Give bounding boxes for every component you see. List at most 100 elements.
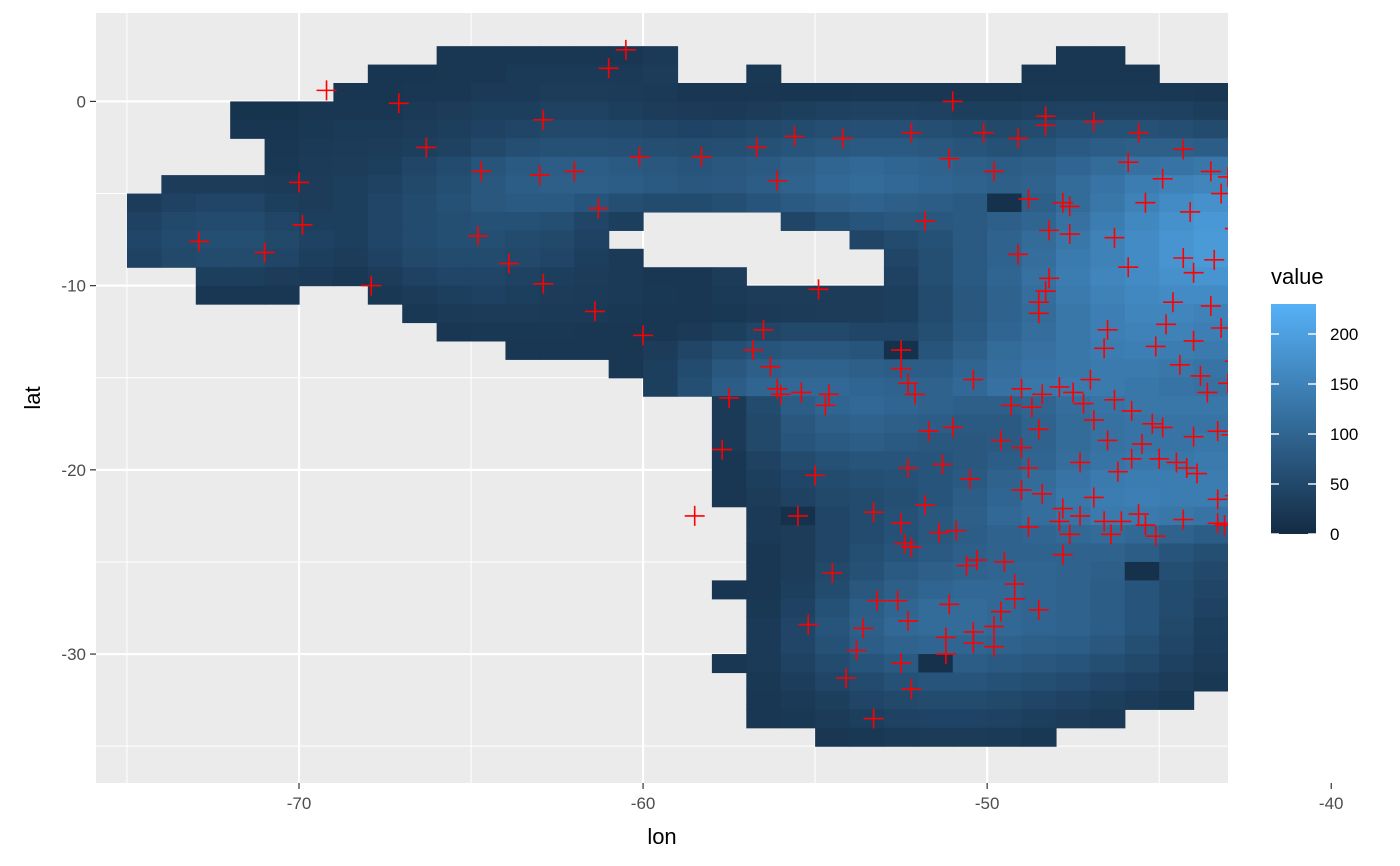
raster-cell <box>849 561 885 581</box>
raster-cell <box>471 119 507 139</box>
raster-cell <box>1159 101 1195 121</box>
point-marker <box>1180 201 1201 222</box>
point-marker <box>928 522 949 543</box>
point-marker <box>564 161 585 182</box>
raster-cell <box>1021 506 1057 526</box>
point-marker <box>719 388 740 408</box>
raster-cell <box>1228 636 1263 655</box>
raster-cell <box>815 617 851 637</box>
raster-cell <box>1055 414 1091 434</box>
raster-cell <box>952 690 988 710</box>
raster-cell <box>952 138 988 158</box>
raster-cell <box>539 267 575 287</box>
raster-cell <box>952 433 988 453</box>
raster-cell <box>1228 451 1263 470</box>
raster-cell <box>1090 672 1126 692</box>
raster-cell <box>849 101 885 121</box>
raster-cell <box>987 690 1023 710</box>
raster-cell <box>1331 599 1366 618</box>
raster-cell <box>677 193 713 213</box>
raster-cell <box>1262 580 1297 599</box>
raster-cell <box>711 83 747 103</box>
raster-cell <box>1228 544 1263 563</box>
raster-cell <box>436 119 472 139</box>
raster-cell <box>402 230 438 250</box>
point-marker <box>767 170 788 191</box>
point-marker <box>1028 599 1049 620</box>
raster-cell <box>952 340 988 360</box>
raster-cell <box>815 525 851 545</box>
point-marker <box>416 137 437 158</box>
raster-cell <box>849 377 885 397</box>
raster-cell <box>780 304 816 324</box>
raster-cell <box>436 267 472 287</box>
point-marker <box>1383 182 1400 202</box>
point-marker <box>1242 152 1262 172</box>
raster-cell <box>815 580 851 600</box>
raster-cell <box>780 396 816 416</box>
point-marker <box>361 275 382 296</box>
point-marker <box>898 458 919 478</box>
point-marker <box>836 668 857 688</box>
point-marker <box>1021 397 1042 418</box>
point-marker <box>787 505 808 526</box>
raster-cell <box>1193 138 1228 158</box>
raster-cell <box>230 175 266 195</box>
point-marker <box>1049 511 1070 532</box>
raster-cell <box>299 101 335 121</box>
point-marker <box>1173 248 1194 268</box>
point-marker <box>1380 237 1400 257</box>
raster-cell <box>987 267 1023 287</box>
raster-cell <box>711 304 747 324</box>
raster-cell <box>987 211 1023 231</box>
raster-cell <box>643 138 679 158</box>
point-marker <box>915 494 936 515</box>
point-marker <box>1080 369 1101 390</box>
raster-cell <box>574 64 610 84</box>
point-marker <box>1200 161 1221 182</box>
raster-cell <box>677 101 713 121</box>
point-marker <box>1242 211 1262 231</box>
raster-cell <box>1228 470 1263 489</box>
point-marker <box>1083 111 1104 132</box>
raster-cell <box>746 561 782 581</box>
raster-cell <box>1124 340 1160 360</box>
raster-cell <box>1021 119 1057 139</box>
raster-cell <box>402 119 438 139</box>
raster-cell <box>918 119 954 139</box>
raster-cell <box>1124 561 1160 581</box>
raster-cell <box>161 248 197 268</box>
raster-cell <box>1021 211 1057 231</box>
raster-cell <box>1159 175 1195 195</box>
raster-cell <box>1055 322 1091 342</box>
raster-cell <box>1159 156 1195 176</box>
raster-cell <box>574 119 610 139</box>
raster-cell <box>987 598 1023 618</box>
raster-cell <box>952 543 988 563</box>
raster-cell <box>161 211 197 231</box>
raster-cell <box>471 46 507 66</box>
raster-cell <box>1228 488 1263 507</box>
raster-cell <box>367 138 403 158</box>
raster-cell <box>539 248 575 268</box>
raster-cell <box>677 359 713 379</box>
raster-cell <box>1090 451 1126 471</box>
raster-cell <box>471 138 507 158</box>
raster-cell <box>608 175 644 195</box>
point-marker <box>1011 378 1032 399</box>
point-marker <box>1131 434 1152 455</box>
raster-cell <box>1193 211 1228 231</box>
raster-cell <box>264 101 300 121</box>
point-marker <box>712 439 733 460</box>
raster-cell <box>471 83 507 103</box>
raster-cell <box>677 175 713 195</box>
raster-cell <box>711 193 747 213</box>
raster-cell <box>1021 193 1057 213</box>
raster-cell <box>264 285 300 305</box>
raster-cell <box>780 211 816 231</box>
raster-cell <box>1366 544 1400 563</box>
point-marker <box>963 633 984 653</box>
raster-cell <box>746 488 782 508</box>
raster-cell <box>1124 396 1160 416</box>
raster-cell <box>918 635 954 655</box>
